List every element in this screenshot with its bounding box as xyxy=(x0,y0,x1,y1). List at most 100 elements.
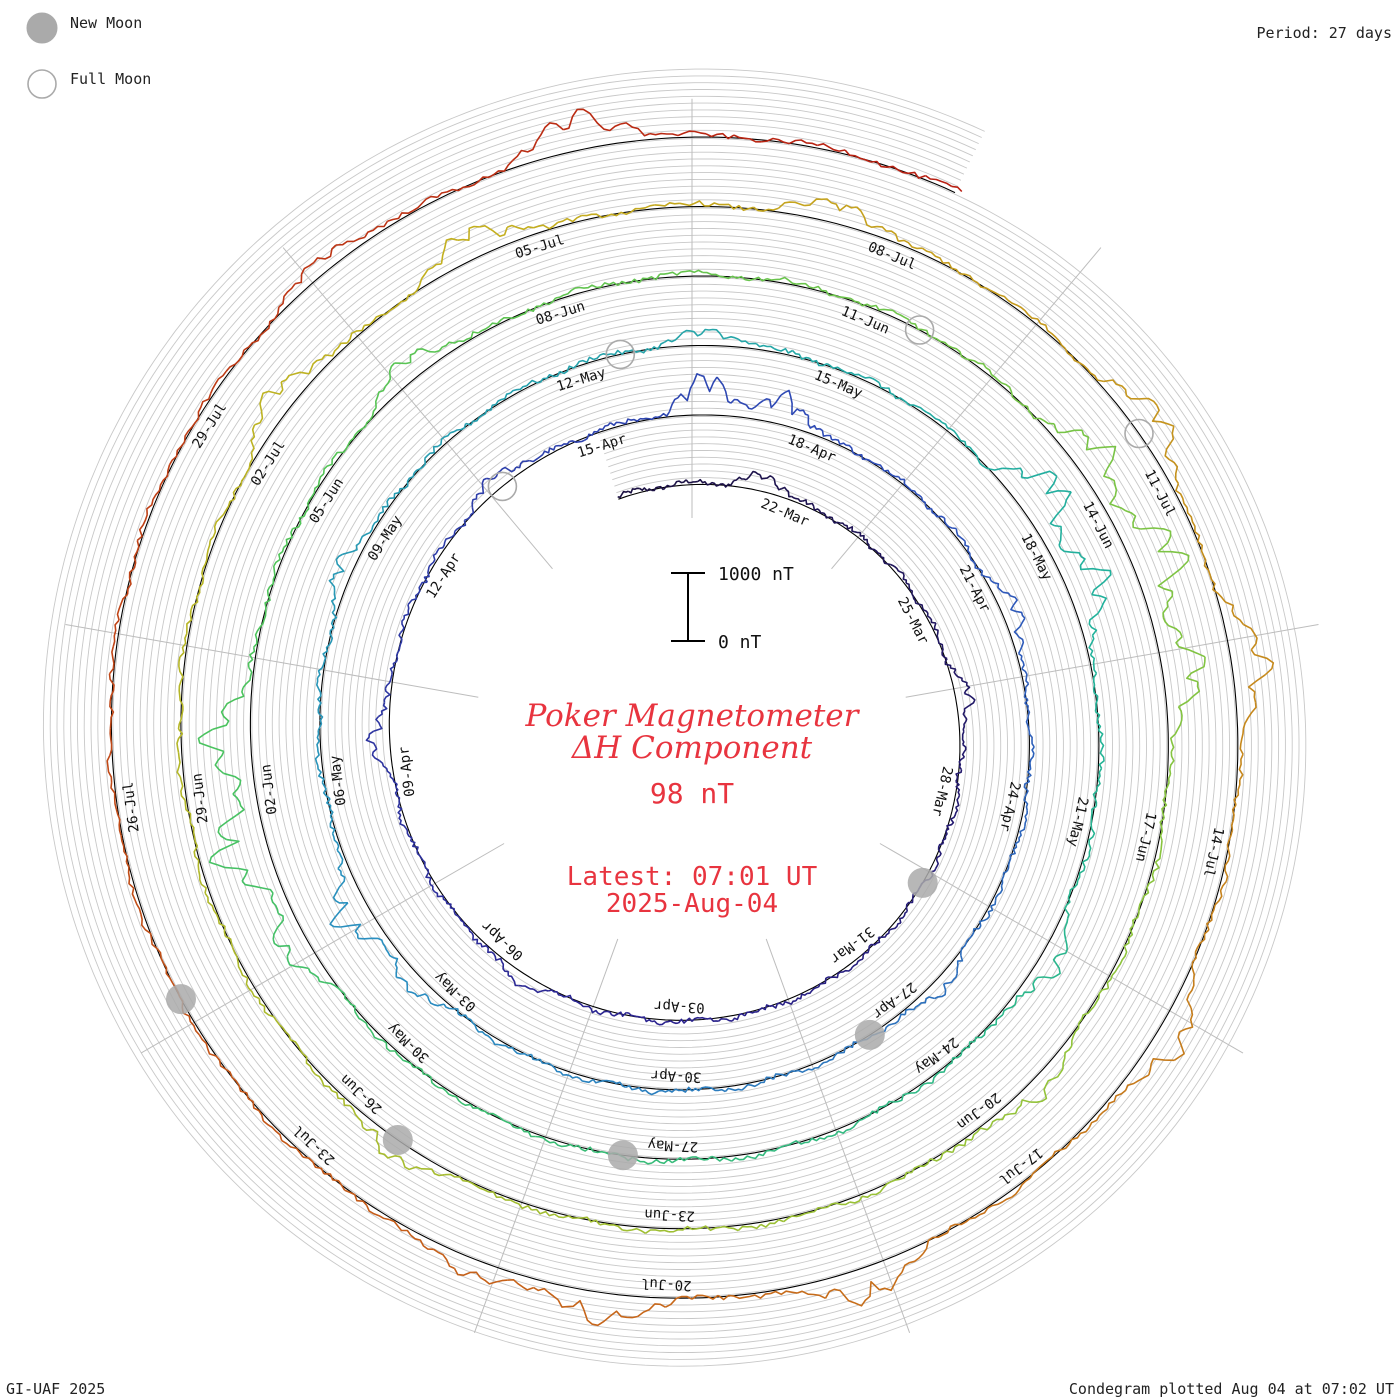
series-segment xyxy=(323,1173,346,1191)
series-segment xyxy=(1093,987,1109,1007)
grid-ring xyxy=(76,102,1273,1333)
day-spoke xyxy=(831,247,1102,570)
series-segment xyxy=(702,271,725,278)
series-segment xyxy=(324,342,348,357)
series-segment xyxy=(788,1140,809,1146)
series-segment xyxy=(316,661,326,679)
date-label: 15-Apr xyxy=(575,431,628,461)
series-segment xyxy=(965,357,987,369)
series-segment xyxy=(733,134,762,143)
series-segment xyxy=(1106,967,1119,989)
series-segment xyxy=(1011,1177,1031,1198)
series-segment xyxy=(671,1156,693,1164)
series-segment xyxy=(313,473,325,493)
full-moon-icon xyxy=(27,69,57,99)
series-segment xyxy=(771,476,782,491)
series-segment xyxy=(554,1213,578,1219)
chart-subtitle: ΔH Component xyxy=(571,730,813,766)
series-segment xyxy=(1214,881,1227,906)
series-segment xyxy=(1091,593,1107,614)
series-segment xyxy=(964,541,971,557)
series-segment xyxy=(719,333,739,340)
series-segment xyxy=(620,122,651,137)
series-segment xyxy=(911,1158,931,1174)
series-segment xyxy=(329,902,349,928)
series-segment xyxy=(985,287,1009,301)
series-segment xyxy=(1030,1084,1048,1103)
series-segment xyxy=(209,517,221,541)
series-segment xyxy=(945,1054,962,1069)
series-segment xyxy=(597,1010,613,1016)
series-segment xyxy=(950,806,959,820)
series-segment xyxy=(1178,681,1201,708)
series-segment xyxy=(231,1076,249,1099)
series-segment xyxy=(317,765,325,783)
series-segment xyxy=(1009,840,1020,856)
series-segment xyxy=(862,946,870,960)
series-segment xyxy=(1238,753,1244,781)
series-segment xyxy=(1239,728,1245,755)
series-segment xyxy=(479,1276,508,1285)
series-segment xyxy=(791,495,803,502)
series-segment xyxy=(410,1234,434,1251)
series-segment xyxy=(1194,929,1210,953)
latest-date: 2025-Aug-04 xyxy=(606,889,778,919)
series-segment xyxy=(208,838,240,866)
series-segment xyxy=(1097,729,1105,750)
data-series xyxy=(106,108,1275,1327)
series-segment xyxy=(317,712,324,732)
date-label: 20-Jul xyxy=(641,1275,692,1293)
series-segment xyxy=(664,332,684,343)
series-segment xyxy=(428,877,436,893)
series-segment xyxy=(1139,883,1150,905)
series-segment xyxy=(245,977,260,1000)
series-segment xyxy=(488,159,514,178)
series-segment xyxy=(931,508,945,519)
date-label: 24-May xyxy=(911,1034,961,1077)
series-segment xyxy=(1055,939,1068,958)
series-segment xyxy=(316,677,322,697)
scale-bar: 1000 nT 0 nT xyxy=(671,564,794,653)
series-segment xyxy=(1173,1031,1185,1061)
series-segment xyxy=(420,263,442,280)
series-segment xyxy=(428,552,437,567)
series-segment xyxy=(414,348,440,354)
series-segment xyxy=(317,695,322,714)
series-segment xyxy=(480,1109,501,1119)
series-segment xyxy=(1064,897,1071,919)
date-label: 14-Jul xyxy=(1200,826,1227,879)
series-segment xyxy=(645,1229,670,1234)
series-segment xyxy=(673,479,687,486)
series-segment xyxy=(1250,649,1275,676)
series-segment xyxy=(1021,470,1058,479)
series-segment xyxy=(1001,382,1017,401)
series-segment xyxy=(286,956,309,970)
series-segment xyxy=(178,656,184,682)
series-segment xyxy=(371,745,380,762)
series-segment xyxy=(328,571,339,591)
series-segment xyxy=(1082,843,1092,863)
series-segment xyxy=(375,386,387,408)
series-segment xyxy=(403,604,410,619)
series-segment xyxy=(761,137,790,145)
series-segment xyxy=(850,297,872,308)
series-segment xyxy=(617,278,640,286)
series-segment xyxy=(1092,672,1098,693)
series-segment xyxy=(334,440,351,457)
series-segment xyxy=(394,352,415,365)
series-segment xyxy=(956,955,964,974)
series-segment xyxy=(365,730,377,747)
series-segment xyxy=(529,453,544,463)
series-segment xyxy=(236,956,248,979)
series-segment xyxy=(423,865,431,879)
series-segment xyxy=(700,328,721,335)
series-segment xyxy=(1157,542,1190,562)
series-segment xyxy=(1009,1099,1031,1115)
series-segment xyxy=(918,603,929,614)
series-segment xyxy=(302,1053,316,1075)
series-segment xyxy=(215,913,227,937)
series-segment xyxy=(1169,751,1175,775)
series-segment xyxy=(899,910,908,924)
series-segment xyxy=(897,168,926,179)
series-segment xyxy=(1148,861,1160,885)
